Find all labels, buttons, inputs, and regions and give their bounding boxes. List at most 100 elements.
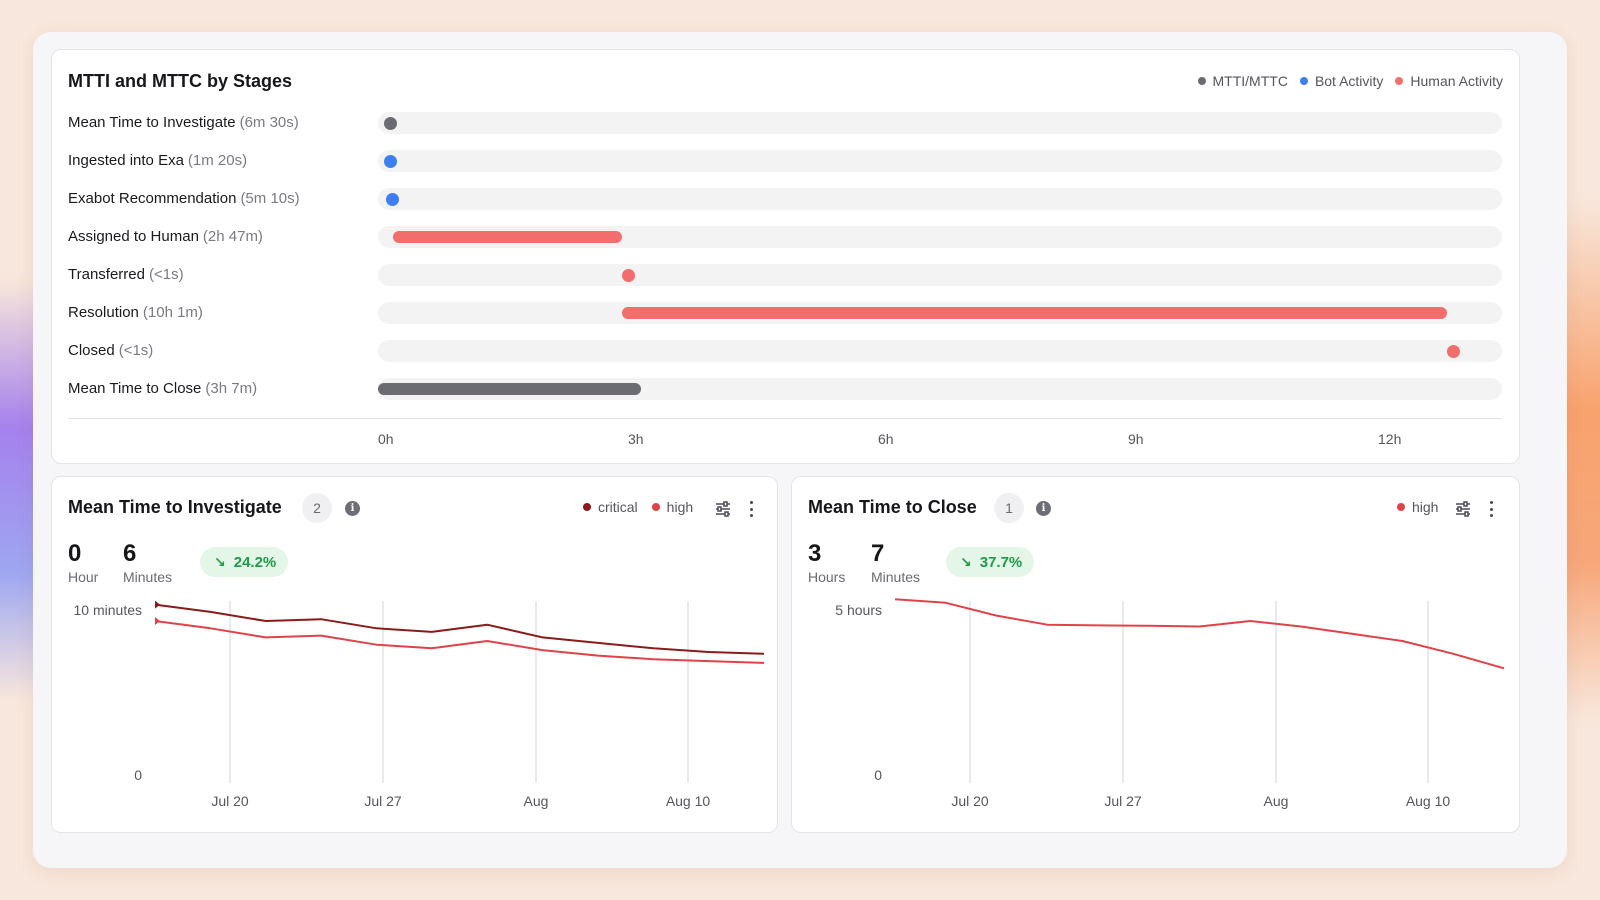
legend-dot [583,503,591,511]
stage-bar[interactable] [378,383,641,395]
stage-track [378,340,1502,362]
stage-track [378,112,1502,134]
stage-bar[interactable] [622,307,1447,319]
stage-row[interactable]: Closed (<1s) [68,340,1502,362]
mtti-card: Mean Time to Investigate 2 i critical hi… [51,476,778,833]
filter-settings-icon[interactable] [1454,500,1472,518]
stage-duration: (6m 30s) [239,114,299,131]
x-tick-label: Aug 10 [1406,793,1451,809]
stage-duration: (<1s) [148,266,184,283]
series-start-marker [155,600,160,609]
stage-row[interactable]: Transferred (<1s) [68,264,1502,286]
stage-track [378,264,1502,286]
info-icon[interactable]: i [345,501,360,516]
stage-point[interactable] [384,117,397,130]
mtti-legend: critical high [583,499,693,515]
info-icon[interactable]: i [1036,501,1051,516]
stages-axis-line [68,418,1502,419]
metric-value: 0 [68,540,82,567]
metric-value: 7 [871,540,885,567]
stage-bar[interactable] [393,231,623,243]
stage-track [378,150,1502,172]
legend-label: MTTI/MTTC [1212,73,1288,89]
stages-axis-tick: 0h [378,431,394,447]
stage-row[interactable]: Assigned to Human (2h 47m) [68,226,1502,248]
arrow-down-right-icon: ↘ [960,553,972,570]
filter-settings-icon[interactable] [714,500,732,518]
stage-point[interactable] [622,269,636,282]
legend-label: high [1412,499,1439,515]
legend-dot [1395,77,1404,85]
metric-unit: Minutes [123,569,173,585]
stage-duration: (10h 1m) [142,304,203,321]
stage-name: Closed [68,342,115,359]
y-tick-label: 10 minutes [74,602,142,618]
stage-duration: (3h 7m) [205,380,258,397]
stages-title: MTTI and MTTC by Stages [68,71,293,91]
mttc-count-badge: 1 [994,493,1024,523]
legend-item-human-activity[interactable]: Human Activity [1395,73,1503,89]
x-tick-label: Aug [524,793,549,809]
legend-item-critical[interactable]: critical [583,499,638,515]
legend-label: critical [598,499,638,515]
stage-label: Exabot Recommendation (5m 10s) [68,190,300,207]
stage-row[interactable]: Exabot Recommendation (5m 10s) [68,188,1502,210]
stage-track [378,302,1502,324]
stages-axis-tick: 6h [878,431,894,447]
x-tick-label: Jul 20 [211,793,249,809]
y-tick-label: 0 [874,767,882,783]
stage-label: Mean Time to Investigate (6m 30s) [68,114,299,131]
y-tick-label: 5 hours [835,602,882,618]
series-line-high[interactable] [894,598,1505,670]
mttc-legend: high [1397,499,1438,515]
stage-row[interactable]: Mean Time to Close (3h 7m) [68,378,1502,400]
delta-value: 37.7% [979,553,1023,571]
stage-label: Assigned to Human (2h 47m) [68,228,263,245]
mtti-metric-hours: 0 Hour [68,540,98,586]
legend-label: high [666,499,694,515]
x-tick-label: Jul 27 [1104,793,1142,809]
stage-name: Mean Time to Close [68,380,202,397]
stage-row[interactable]: Ingested into Exa (1m 20s) [68,150,1502,172]
stage-point[interactable] [384,155,397,168]
stage-point[interactable] [1446,345,1460,358]
legend-label: Human Activity [1410,73,1503,89]
dashboard-panel: MTTI and MTTC by Stages MTTI/MTTC Bot Ac… [33,32,1567,868]
more-menu-icon[interactable] [748,501,754,517]
x-tick-label: Aug [1264,793,1289,809]
legend-dot [651,503,660,511]
stage-label: Resolution (10h 1m) [68,304,203,321]
more-menu-icon[interactable] [1488,501,1494,517]
stage-track [378,378,1502,400]
series-start-marker [155,617,160,626]
stage-row[interactable]: Mean Time to Investigate (6m 30s) [68,112,1502,134]
mtti-count-badge: 2 [302,493,332,523]
x-tick-label: Jul 27 [364,793,402,809]
stage-label: Mean Time to Close (3h 7m) [68,380,257,397]
mttc-title: Mean Time to Close [808,497,977,517]
legend-dot [1299,77,1308,85]
series-line-critical[interactable] [154,603,765,655]
stage-track [378,226,1502,248]
legend-item-mtti-mttc[interactable]: MTTI/MTTC [1197,73,1288,89]
mttc-line-chart: Jul 20 Jul 27 Aug Aug 10 0 5 hours [835,598,1505,809]
mtti-line-chart: Jul 20 Jul 27 Aug Aug 10 0 10 minutes [74,600,765,809]
x-tick-label: Aug 10 [666,793,711,809]
legend-dot [1197,77,1206,85]
metric-value: 6 [123,540,137,567]
stage-duration: (<1s) [118,342,154,359]
mttc-delta-badge: ↘ 37.7% [946,547,1035,577]
series-line-high[interactable] [154,620,765,664]
stage-name: Resolution [68,304,139,321]
stages-axis-tick: 3h [628,431,644,447]
stage-label: Transferred (<1s) [68,266,184,283]
stage-label: Closed (<1s) [68,342,153,359]
legend-item-high[interactable]: high [1397,499,1438,515]
legend-item-high[interactable]: high [651,499,694,515]
stage-duration: (1m 20s) [187,152,248,169]
stage-name: Exabot Recommendation [68,190,237,207]
stages-legend: MTTI/MTTC Bot Activity Human Activity [1197,73,1503,89]
stage-row[interactable]: Resolution (10h 1m) [68,302,1502,324]
stage-point[interactable] [385,193,399,206]
legend-item-bot-activity[interactable]: Bot Activity [1299,73,1383,89]
